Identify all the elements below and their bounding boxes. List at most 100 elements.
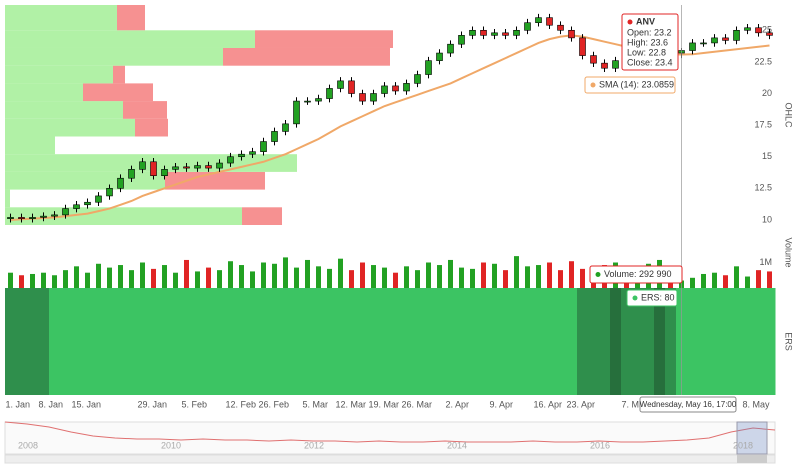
candle-body bbox=[590, 55, 597, 64]
axis-title: Volume bbox=[784, 237, 794, 267]
y-tick-label: 10 bbox=[762, 214, 772, 224]
y-tick-label: 20 bbox=[762, 88, 772, 98]
volume-bar bbox=[701, 273, 706, 288]
volume-bar bbox=[404, 266, 409, 288]
candle-body bbox=[601, 62, 608, 69]
tooltip-box bbox=[621, 13, 679, 71]
volume-bar bbox=[690, 277, 695, 288]
candle-body bbox=[392, 85, 399, 92]
volume-bar bbox=[712, 272, 717, 288]
tooltip-box bbox=[626, 289, 678, 307]
candle-body bbox=[447, 43, 454, 54]
volume-profile-up bbox=[5, 5, 117, 31]
volume-bar bbox=[272, 263, 277, 288]
volume-bar bbox=[52, 275, 57, 288]
volume-bar bbox=[360, 262, 365, 288]
tooltip-box bbox=[584, 76, 676, 94]
candle-body bbox=[150, 161, 157, 176]
y-tick-label: 22.5 bbox=[754, 56, 772, 66]
x-tick-label: 5. Mar bbox=[303, 399, 329, 409]
volume-bar bbox=[129, 270, 134, 288]
volume-bar bbox=[338, 258, 343, 288]
volume-bar bbox=[415, 270, 420, 288]
candle-body bbox=[326, 88, 333, 99]
volume-bar bbox=[371, 265, 376, 288]
ers-column bbox=[159, 288, 171, 395]
volume-profile-down bbox=[242, 207, 282, 225]
volume-bar bbox=[756, 270, 761, 288]
candle-body bbox=[249, 151, 256, 155]
candle-body bbox=[106, 188, 113, 197]
volume-bar bbox=[184, 259, 189, 288]
candle-body bbox=[557, 24, 564, 31]
volume-profile-up bbox=[5, 189, 10, 208]
volume-bar bbox=[30, 273, 35, 288]
volume-bar bbox=[569, 261, 574, 288]
ers-column bbox=[137, 288, 149, 395]
candle-body bbox=[293, 100, 300, 125]
volume-bar bbox=[195, 271, 200, 288]
tooltip-line: High: 23.6 bbox=[627, 37, 668, 47]
candle-body bbox=[381, 85, 388, 94]
x-tick-label: 8. Jan bbox=[39, 399, 64, 409]
navigator-label: 2018 bbox=[733, 440, 753, 450]
candle-body bbox=[7, 217, 14, 219]
ers-column bbox=[324, 288, 336, 395]
candle-body bbox=[568, 29, 575, 39]
volume-bar bbox=[316, 266, 321, 288]
volume-bar bbox=[85, 272, 90, 288]
candle-body bbox=[84, 201, 91, 206]
tooltip-line: Close: 23.4 bbox=[627, 57, 673, 67]
ers-column bbox=[247, 288, 259, 395]
candle-body bbox=[95, 195, 102, 203]
ers-column bbox=[16, 288, 28, 395]
ers-column bbox=[5, 288, 17, 395]
x-tick-label: 26. Mar bbox=[402, 399, 433, 409]
candle-body bbox=[62, 208, 69, 216]
volume-profile-up bbox=[5, 101, 123, 119]
ers-column bbox=[313, 288, 325, 395]
candle-body bbox=[744, 27, 751, 31]
tooltip-line: SMA (14): 23.0859 bbox=[599, 79, 674, 89]
y-tick-label: 25 bbox=[762, 25, 772, 35]
volume-bar bbox=[503, 270, 508, 288]
volume-profile-down bbox=[135, 118, 168, 137]
candle-body bbox=[524, 22, 531, 31]
candle-body bbox=[282, 123, 289, 132]
candle-body bbox=[612, 60, 619, 69]
scrollbar-thumb[interactable] bbox=[737, 455, 767, 463]
volume-profile-up bbox=[5, 30, 255, 48]
candle-body bbox=[425, 60, 432, 75]
volume-bar bbox=[294, 267, 299, 288]
ers-column bbox=[335, 288, 347, 395]
volume-bar bbox=[173, 272, 178, 288]
candle-body bbox=[51, 214, 58, 217]
y-tick-label: 12.5 bbox=[754, 183, 772, 193]
ers-column bbox=[423, 288, 435, 395]
candle-body bbox=[29, 217, 36, 219]
candle-body bbox=[161, 169, 168, 176]
ers-column bbox=[225, 288, 237, 395]
tooltip-dot bbox=[632, 295, 638, 301]
candle-body bbox=[733, 29, 740, 41]
ers-column bbox=[698, 288, 710, 395]
candle-body bbox=[766, 32, 773, 36]
navigator-line bbox=[4, 421, 776, 443]
ers-column bbox=[643, 288, 655, 395]
ers-column bbox=[280, 288, 292, 395]
x-tick-label: 15. Jan bbox=[72, 399, 102, 409]
ers-column bbox=[148, 288, 160, 395]
candle-body bbox=[172, 166, 179, 170]
volume-bar bbox=[217, 270, 222, 288]
candle-body bbox=[755, 27, 762, 34]
x-tick-label: 29. Jan bbox=[138, 399, 168, 409]
navigator-label: 2008 bbox=[18, 440, 38, 450]
volume-bar bbox=[525, 266, 530, 288]
candle-body bbox=[546, 17, 553, 26]
candle-body bbox=[502, 32, 509, 36]
navigator-bg bbox=[4, 421, 776, 455]
volume-bar bbox=[426, 262, 431, 288]
candle-body bbox=[722, 37, 729, 41]
ers-column bbox=[720, 288, 732, 395]
candle-body bbox=[403, 83, 410, 92]
